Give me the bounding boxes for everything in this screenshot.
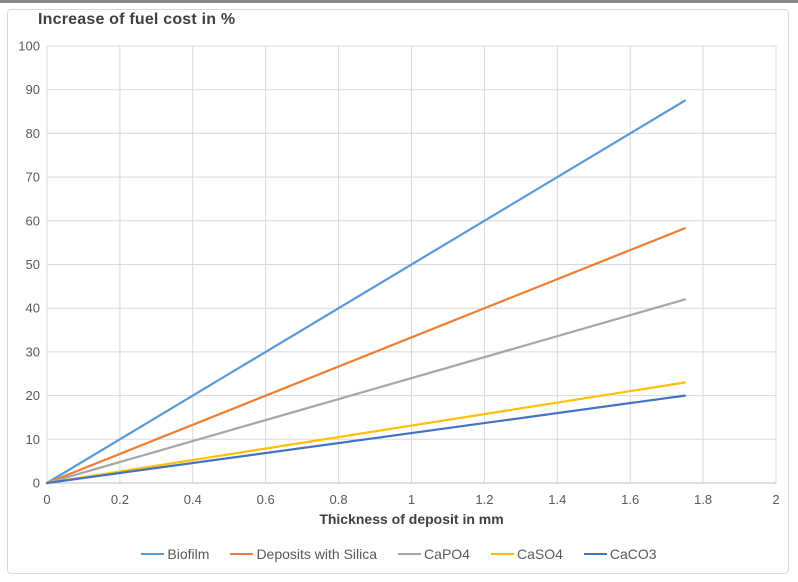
legend-label-capo4: CaPO4 <box>424 546 470 562</box>
window-top-edge <box>0 0 798 3</box>
x-tick-label-0.2: 0.2 <box>111 492 129 507</box>
legend-label-deposits-with-silica: Deposits with Silica <box>256 546 378 562</box>
x-tick-label-1.6: 1.6 <box>621 492 639 507</box>
series-line-biofilm <box>45 99 686 485</box>
legend-item-deposits-with-silica: Deposits with Silica <box>230 546 377 562</box>
legend-label-caco3: CaCO3 <box>609 546 657 562</box>
legend-label-caso4: CaSO4 <box>516 546 563 562</box>
series-line-caco3 <box>45 394 686 485</box>
legend-marker-caso4 <box>490 553 514 555</box>
series-line-caso4 <box>45 381 686 485</box>
legend-marker-deposits-with-silica <box>230 553 254 555</box>
chart-title: Increase of fuel cost in % <box>38 11 236 28</box>
y-tick-label-90: 90 <box>26 82 40 97</box>
legend-marker-biofilm <box>141 553 165 555</box>
y-tick-label-20: 20 <box>26 388 40 403</box>
x-tick-label-0.8: 0.8 <box>330 492 348 507</box>
x-tick-label-1.4: 1.4 <box>548 492 566 507</box>
y-tick-label-100: 100 <box>18 39 40 54</box>
series-line-capo4 <box>45 298 686 485</box>
x-tick-label-0.6: 0.6 <box>257 492 275 507</box>
y-tick-label-50: 50 <box>26 257 40 272</box>
legend-marker-caco3 <box>583 553 607 555</box>
legend-item-biofilm: Biofilm <box>141 546 209 562</box>
x-tick-label-1.8: 1.8 <box>694 492 712 507</box>
y-tick-label-70: 70 <box>26 170 40 185</box>
legend-item-capo4: CaPO4 <box>398 546 470 562</box>
legend-label-biofilm: Biofilm <box>167 546 210 562</box>
y-tick-label-80: 80 <box>26 126 40 141</box>
series-line-deposits-with-silica <box>45 227 686 485</box>
x-tick-label-0: 0 <box>43 492 50 507</box>
chart-frame <box>7 9 789 574</box>
x-axis-title: Thickness of deposit in mm <box>319 511 504 527</box>
y-tick-label-60: 60 <box>26 213 40 228</box>
legend-marker-capo4 <box>398 553 422 555</box>
y-tick-label-10: 10 <box>26 432 40 447</box>
legend-item-caco3: CaCO3 <box>583 546 657 562</box>
x-tick-label-2: 2 <box>772 492 779 507</box>
legend-item-caso4: CaSO4 <box>490 546 563 562</box>
x-tick-label-1.2: 1.2 <box>475 492 493 507</box>
y-tick-label-40: 40 <box>26 301 40 316</box>
y-tick-label-30: 30 <box>26 344 40 359</box>
y-tick-label-0: 0 <box>33 476 40 491</box>
legend: Biofilm Deposits with Silica CaPO4 CaSO4 CaC… <box>0 546 798 562</box>
x-tick-label-1: 1 <box>408 492 415 507</box>
x-tick-label-0.4: 0.4 <box>184 492 202 507</box>
